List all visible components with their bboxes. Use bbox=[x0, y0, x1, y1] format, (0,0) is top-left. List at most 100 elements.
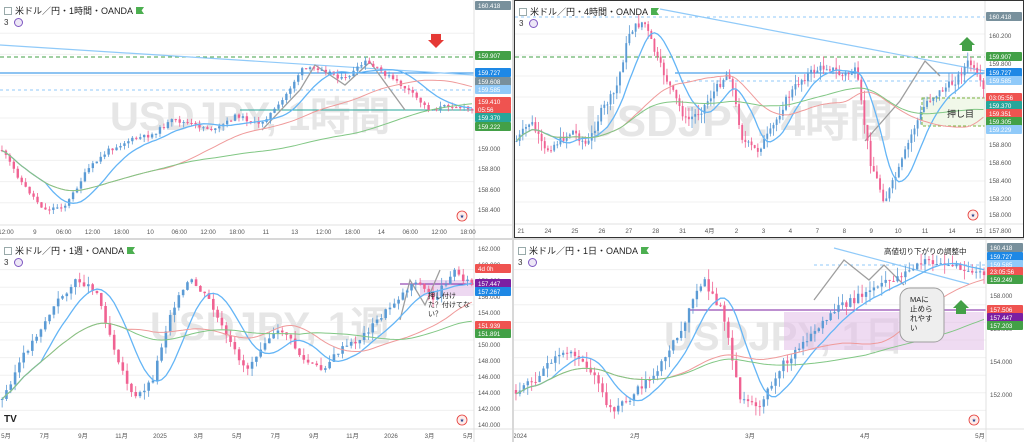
candle bbox=[65, 293, 69, 297]
wave-line bbox=[864, 59, 941, 142]
price-label: 160.418 bbox=[478, 3, 501, 10]
price-tick: 158.600 bbox=[989, 160, 1012, 167]
candle bbox=[328, 71, 332, 73]
candle bbox=[863, 100, 866, 125]
candle bbox=[707, 279, 710, 292]
candle bbox=[866, 124, 869, 141]
candle bbox=[229, 335, 232, 343]
indicator-icon[interactable] bbox=[14, 258, 24, 267]
candle bbox=[810, 69, 813, 74]
candle bbox=[939, 263, 942, 265]
panel-4h[interactable]: 米ドル／円・4時間・OANDA 3 USDJPY, 4時間押し目160.4001… bbox=[514, 0, 1024, 238]
candle bbox=[896, 276, 899, 282]
candle bbox=[458, 107, 462, 109]
candle bbox=[306, 359, 310, 363]
indicator-icon[interactable] bbox=[14, 18, 24, 27]
chart-canvas[interactable]: USDJPY, 1日高値切り下がりの調整中MAに止められやすい160.00015… bbox=[514, 240, 1024, 442]
panel-1h[interactable]: 米ドル／円・1時間・OANDA 3 USDJPY, 1時間159.200159.… bbox=[0, 0, 512, 238]
price-tick: 154.000 bbox=[478, 310, 501, 317]
chart-canvas[interactable]: USDJPY, 1週押し付けた？付けてない？TV162.000160.00015… bbox=[0, 240, 512, 442]
candle bbox=[119, 145, 122, 148]
candle bbox=[927, 259, 931, 261]
candle bbox=[561, 352, 565, 355]
candle bbox=[178, 119, 181, 123]
chart-canvas[interactable]: USDJPY, 4時間押し目160.400160.200159.800159.6… bbox=[515, 1, 1023, 237]
candle bbox=[308, 67, 312, 70]
candle bbox=[111, 148, 114, 151]
candle bbox=[923, 259, 927, 265]
time-tick: 9月 bbox=[78, 433, 88, 440]
panel-1w[interactable]: 米ドル／円・1週・OANDA 3 USDJPY, 1週 押し付け た？付けてな い？ T… bbox=[0, 240, 512, 442]
indicator-row[interactable]: 3 bbox=[518, 258, 538, 267]
candle bbox=[36, 196, 39, 203]
price-tick: 159.000 bbox=[478, 146, 501, 153]
candle bbox=[951, 81, 954, 85]
chart-canvas[interactable]: USDJPY, 1時間159.200159.000158.800158.6001… bbox=[0, 0, 512, 238]
price-label-bg bbox=[987, 305, 1023, 314]
candle bbox=[237, 114, 241, 118]
candle bbox=[625, 43, 628, 63]
indicator-row[interactable]: 3 bbox=[4, 18, 24, 27]
indicator-row[interactable]: 3 bbox=[519, 19, 539, 28]
time-tick: 06:00 bbox=[56, 229, 72, 236]
candle bbox=[900, 276, 903, 278]
candle bbox=[794, 349, 797, 359]
candle bbox=[659, 56, 662, 63]
green-flag-icon[interactable] bbox=[641, 247, 650, 254]
candle bbox=[593, 130, 596, 134]
candle bbox=[841, 302, 844, 306]
candle bbox=[289, 334, 293, 339]
price-label: 159.410 bbox=[478, 99, 501, 106]
candle bbox=[550, 362, 553, 364]
candle bbox=[844, 73, 847, 76]
candle bbox=[785, 96, 787, 110]
time-tick: 8 bbox=[843, 228, 847, 235]
candle bbox=[669, 81, 672, 86]
candle bbox=[880, 282, 883, 287]
indicator-icon[interactable] bbox=[528, 258, 538, 267]
time-tick: 5月 bbox=[1, 433, 11, 440]
price-label: 160.418 bbox=[989, 14, 1012, 21]
candle bbox=[436, 296, 439, 300]
panel-title: 米ドル／円・1日・OANDA bbox=[529, 246, 639, 256]
candle bbox=[298, 348, 301, 356]
price-tick: 144.000 bbox=[478, 390, 501, 397]
price-label: 159.727 bbox=[989, 70, 1012, 77]
price-label-bg bbox=[986, 52, 1022, 61]
candle bbox=[358, 340, 362, 344]
candle bbox=[781, 109, 784, 116]
candle bbox=[399, 80, 403, 86]
flag-glyph: ★ bbox=[972, 418, 977, 424]
price-label: 159.222 bbox=[478, 124, 501, 131]
annotation-text: い？ bbox=[428, 310, 442, 318]
candle bbox=[553, 144, 556, 151]
price-label: 159.351 bbox=[989, 111, 1012, 118]
candle bbox=[431, 293, 435, 300]
candle bbox=[521, 128, 524, 135]
green-flag-icon[interactable] bbox=[136, 7, 145, 14]
candle bbox=[22, 352, 25, 363]
candle bbox=[542, 368, 545, 376]
panel-1d[interactable]: 米ドル／円・1日・OANDA 3 USDJPY, 1日高値切り下がりの調整中MA… bbox=[514, 240, 1024, 442]
price-tick: 159.800 bbox=[989, 61, 1012, 68]
candle bbox=[829, 313, 832, 321]
time-tick: 5月 bbox=[463, 433, 473, 440]
candle bbox=[700, 113, 703, 115]
candle bbox=[951, 265, 954, 267]
time-tick: 26 bbox=[598, 228, 605, 235]
candle bbox=[653, 39, 656, 52]
candle bbox=[332, 354, 336, 362]
candle bbox=[173, 307, 176, 315]
candle bbox=[220, 317, 224, 326]
candle bbox=[647, 24, 650, 31]
candle bbox=[216, 309, 219, 318]
annotation-text: た？付けてな bbox=[428, 300, 470, 309]
candle bbox=[134, 392, 138, 397]
candle bbox=[99, 156, 102, 162]
candle bbox=[716, 83, 719, 92]
green-flag-icon[interactable] bbox=[127, 247, 136, 254]
panel-title: 米ドル／円・1週・OANDA bbox=[15, 246, 125, 256]
indicator-icon[interactable] bbox=[529, 19, 539, 28]
green-flag-icon[interactable] bbox=[651, 8, 660, 15]
indicator-row[interactable]: 3 bbox=[4, 258, 24, 267]
